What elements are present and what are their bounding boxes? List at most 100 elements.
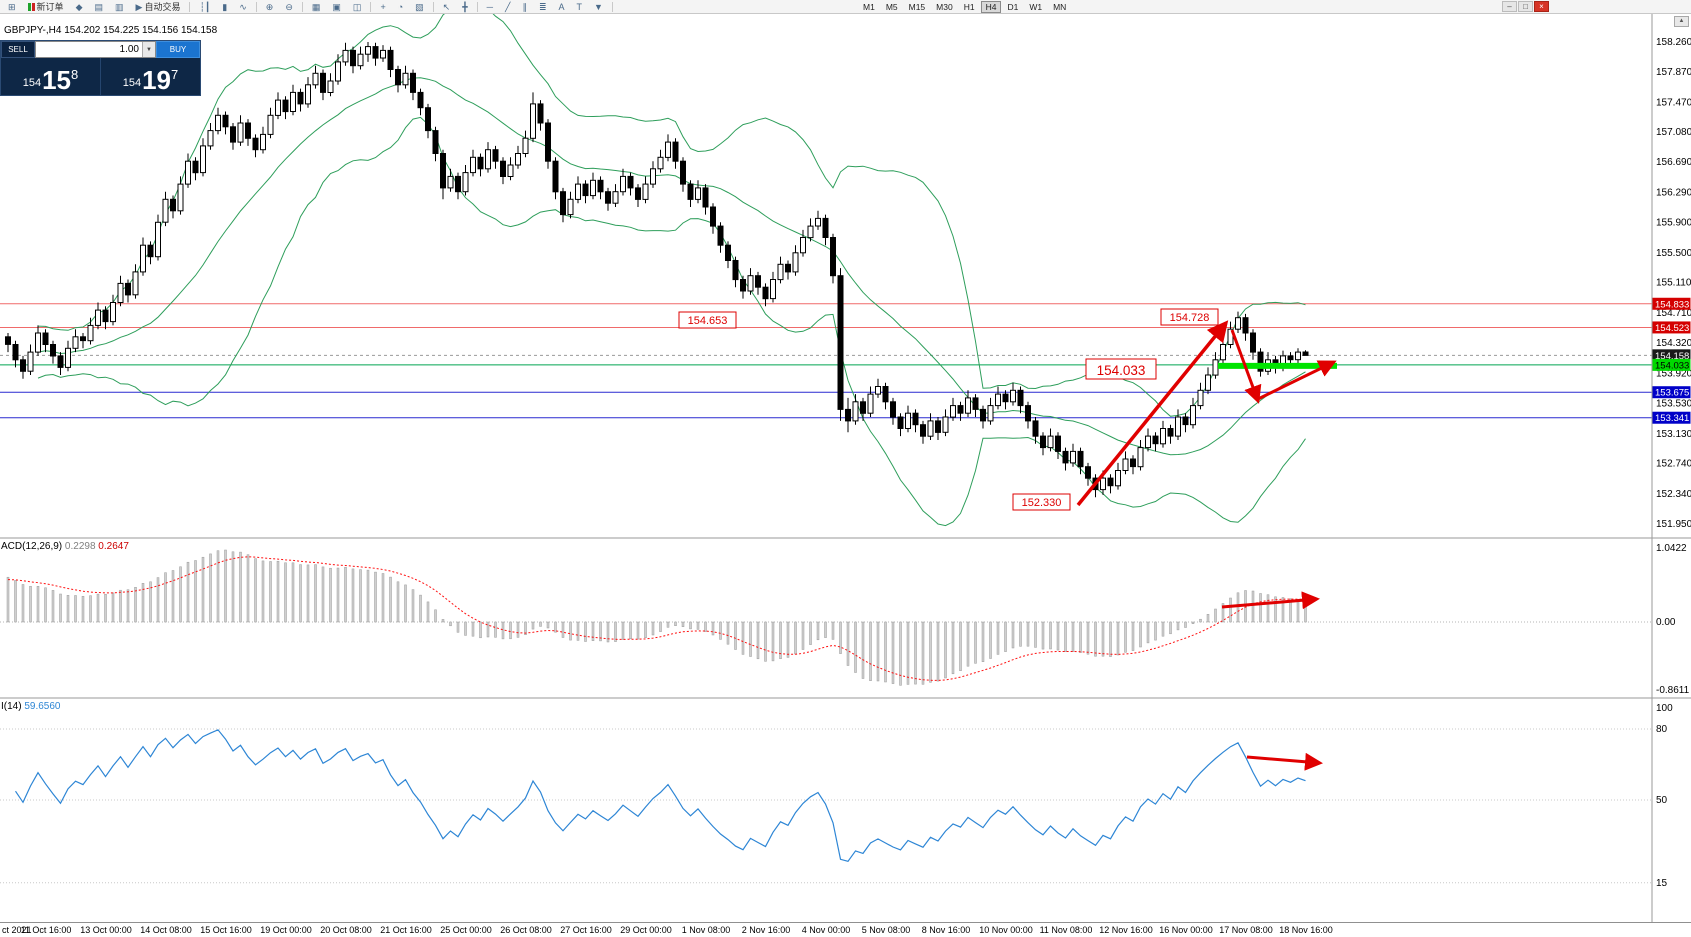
time-label: 27 Oct 16:00	[560, 925, 612, 935]
line-view-button[interactable]: ∿	[234, 1, 252, 13]
candlestick-series	[5, 42, 1309, 498]
timeframe-m30-button[interactable]: M30	[931, 1, 958, 13]
svg-text:157.870: 157.870	[1656, 67, 1691, 78]
fibonacci-button[interactable]: ≣	[534, 1, 552, 13]
new-order-icon	[27, 2, 35, 11]
volume-input[interactable]: 1.00 ▼	[35, 41, 156, 58]
close-button[interactable]: ×	[1534, 1, 1549, 12]
metaeditor-icon: ◆	[75, 1, 83, 12]
symbol-ohlc-header: GBPJPY-,H4 154.202 154.225 154.156 154.1…	[4, 25, 218, 36]
chart-window: 154.653 154.728 154.033 152.330 158.260 157.8…	[0, 14, 1691, 937]
label-button[interactable]: T	[572, 1, 588, 13]
svg-text:154.320: 154.320	[1656, 338, 1691, 349]
horizontal-levels[interactable]	[0, 303, 1652, 419]
metaeditor-button[interactable]: ◆	[71, 1, 88, 13]
zoom-in-button[interactable]: ⊕	[261, 1, 279, 13]
svg-text:152.340: 152.340	[1656, 489, 1691, 500]
cursor-icon: ↖	[442, 1, 451, 12]
timeframe-h1-button[interactable]: H1	[959, 1, 980, 13]
price-callout[interactable]: 154.728	[1160, 308, 1219, 326]
time-label: 12 Nov 16:00	[1099, 925, 1153, 935]
trend-arrow[interactable]	[1246, 752, 1323, 771]
buy-button[interactable]: BUY	[156, 41, 200, 58]
candles-view-button[interactable]: ▮	[217, 1, 232, 13]
svg-text:153.920: 153.920	[1656, 369, 1691, 380]
svg-text:153.341: 153.341	[1655, 413, 1689, 424]
restore-button[interactable]: □	[1518, 1, 1533, 12]
autotrading-button[interactable]: ▶ 自动交易	[131, 1, 186, 13]
zoom-out-button[interactable]: ⊖	[280, 1, 298, 13]
cursor-button[interactable]: ↖	[438, 1, 456, 13]
navigator-button[interactable]: ▥	[110, 1, 129, 13]
scroll-up-button[interactable]: ▲	[1674, 16, 1689, 27]
svg-text:155.500: 155.500	[1656, 248, 1691, 259]
volume-dropdown-icon[interactable]: ▼	[142, 42, 155, 57]
templates-button[interactable]: ▧	[410, 1, 429, 13]
time-axis[interactable]: ct 2021 11 Oct 16:00 13 Oct 00:00 14 Oct 08…	[0, 922, 1691, 937]
horizontal-line-button[interactable]: ─	[482, 1, 498, 13]
timeframe-w1-button[interactable]: W1	[1024, 1, 1047, 13]
callout-text: 152.330	[1022, 497, 1062, 509]
timeframe-m5-button[interactable]: M5	[881, 1, 903, 13]
new-order-label: 新订单	[36, 1, 64, 12]
rsi-scale-label: 100	[1656, 703, 1673, 714]
window-controls: – □ ×	[1502, 1, 1549, 12]
svg-text:155.110: 155.110	[1656, 278, 1691, 289]
callout-text: 154.728	[1170, 312, 1210, 324]
price-callout[interactable]: 154.653	[678, 311, 737, 329]
timeframe-h4-button[interactable]: H4	[980, 1, 1002, 13]
shapes-button[interactable]: ▼	[589, 1, 608, 13]
zoom-in-icon: ⊕	[265, 1, 274, 12]
line-view-icon: ∿	[239, 1, 247, 12]
trend-arrow[interactable]	[1076, 320, 1229, 507]
timeframe-m15-button[interactable]: M15	[904, 1, 931, 13]
chart-canvas[interactable]: 154.653 154.728 154.033 152.330 158.260 157.8…	[0, 14, 1691, 923]
macd-histogram	[6, 549, 1307, 686]
svg-text:156.690: 156.690	[1656, 157, 1691, 168]
new-chart-button[interactable]: ⊞	[3, 1, 21, 13]
channel-icon: ∥	[522, 1, 527, 12]
periods-button[interactable]: ◔	[393, 1, 408, 13]
crosshair-button[interactable]: ╋	[457, 1, 472, 13]
price-callout[interactable]: 152.330	[1012, 493, 1071, 511]
timeframe-mn-button[interactable]: MN	[1048, 1, 1071, 13]
price-callout[interactable]: 154.033	[1085, 358, 1157, 380]
minimize-button[interactable]: –	[1502, 1, 1517, 12]
time-label: 5 Nov 08:00	[861, 925, 911, 935]
indicators-button[interactable]: +	[375, 1, 390, 13]
new-order-button[interactable]: 新订单	[23, 1, 69, 13]
sell-price-prefix: 154	[22, 77, 42, 89]
time-label: 2 Nov 16:00	[741, 925, 791, 935]
svg-text:154.833: 154.833	[1655, 299, 1689, 310]
trend-arrow[interactable]	[1221, 591, 1320, 610]
trend-arrows[interactable]	[1076, 320, 1337, 771]
channel-button[interactable]: ∥	[517, 1, 532, 13]
tile-windows-button[interactable]: ▦	[307, 1, 326, 13]
toolbar-separator	[370, 1, 372, 12]
price-axis[interactable]	[1652, 14, 1691, 922]
time-label: 21 Oct 16:00	[380, 925, 432, 935]
arrange-windows-button[interactable]: ◫	[348, 1, 367, 13]
buy-price[interactable]: 154 19 7	[101, 58, 200, 95]
time-label: 11 Nov 08:00	[1039, 925, 1093, 935]
sell-price[interactable]: 154 15 8	[1, 58, 101, 95]
svg-text:153.130: 153.130	[1656, 429, 1691, 440]
rsi-scale-label: 50	[1656, 795, 1668, 806]
rsi-line	[15, 729, 1306, 862]
market-watch-button[interactable]: ▤	[89, 1, 108, 13]
time-label: 13 Oct 00:00	[80, 925, 132, 935]
svg-text:155.900: 155.900	[1656, 217, 1691, 228]
bars-view-button[interactable]: ┆┃	[194, 1, 215, 13]
trend-arrow[interactable]	[1230, 329, 1262, 404]
macd-max-label: 1.0422	[1656, 543, 1687, 554]
trendline-button[interactable]: ╱	[500, 1, 515, 13]
timeframe-d1-button[interactable]: D1	[1002, 1, 1023, 13]
trend-arrow[interactable]	[1255, 360, 1337, 402]
sell-button[interactable]: SELL	[1, 41, 35, 58]
cascade-windows-button[interactable]: ▣	[327, 1, 346, 13]
text-button[interactable]: A	[553, 1, 569, 13]
time-label: 18 Nov 16:00	[1279, 925, 1333, 935]
chart-area[interactable]	[0, 14, 1691, 922]
timeframe-m1-button[interactable]: M1	[858, 1, 880, 13]
tile-windows-icon: ▦	[311, 1, 321, 12]
